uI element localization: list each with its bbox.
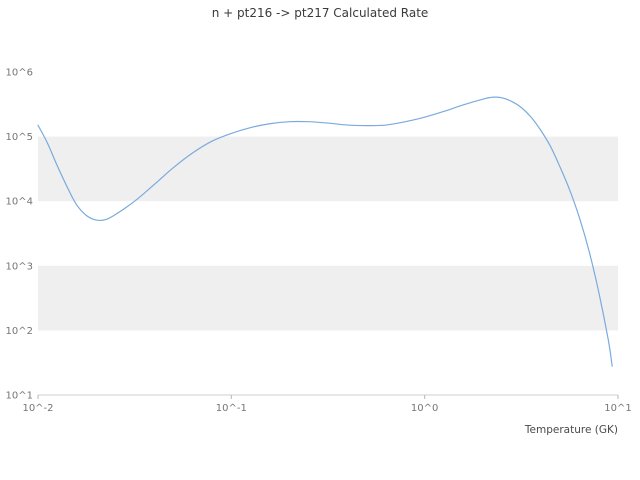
y-tick-label: 10^5	[6, 132, 33, 143]
y-tick-label: 10^3	[6, 261, 33, 272]
grid-band	[38, 265, 618, 331]
x-tick-label: 10^-1	[216, 403, 247, 414]
x-tick-label: 10^1	[604, 403, 631, 414]
rate-curve	[37, 96, 613, 367]
x-tick-label: 10^0	[411, 403, 438, 414]
y-tick-label: 10^2	[6, 326, 33, 337]
y-tick-label: 10^6	[6, 68, 33, 79]
grid-band	[38, 136, 618, 202]
x-axis-label: Temperature (GK)	[524, 424, 618, 436]
y-tick-label: 10^1	[6, 391, 33, 402]
chart-title: n + pt216 -> pt217 Calculated Rate	[211, 6, 429, 20]
x-tick-label: 10^-2	[22, 403, 53, 414]
y-tick-label: 10^4	[6, 197, 33, 208]
